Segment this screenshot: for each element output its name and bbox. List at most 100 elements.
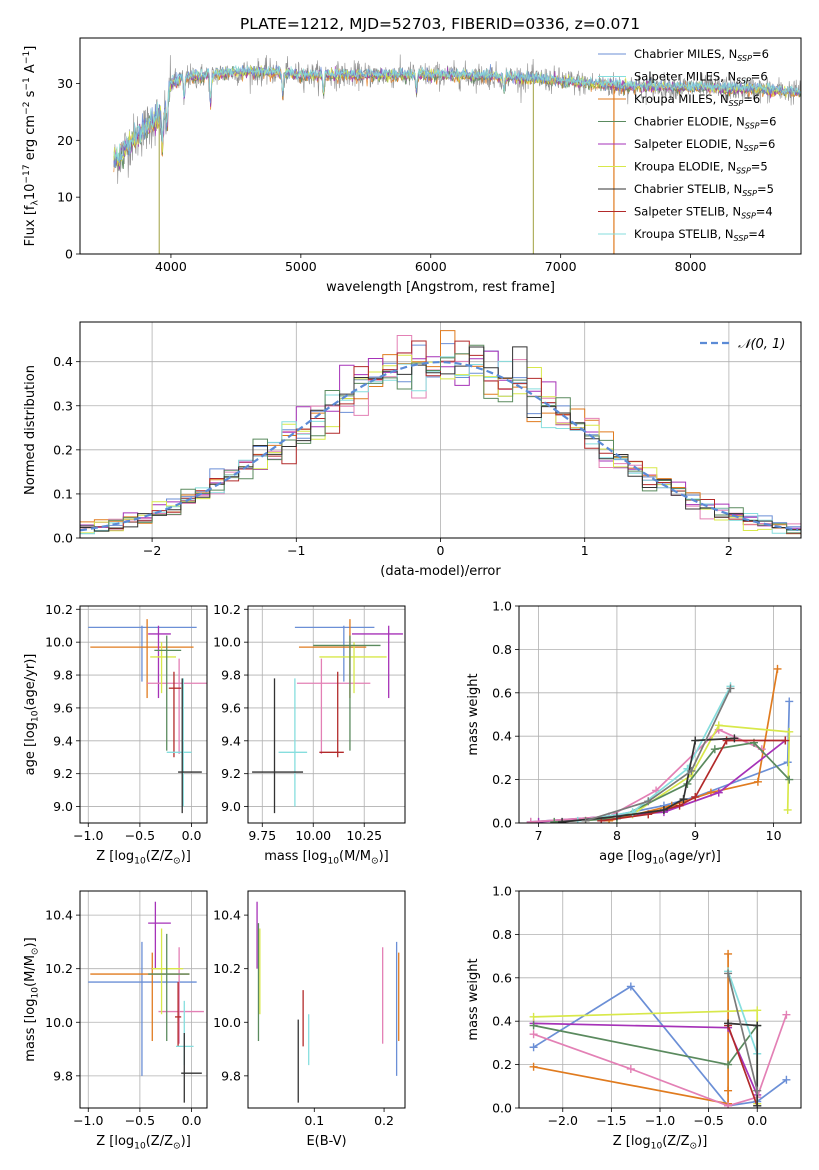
x-axis-label: Z [log10(Z/Z⊙)]: [96, 1134, 191, 1152]
x-tick-label: 0.0: [182, 828, 202, 843]
plot-area-age-vs-mass: [252, 619, 403, 814]
x-tick-label: −1.0: [73, 828, 103, 843]
plot-area-spectrum: [113, 54, 801, 254]
mass-weight-marker: [724, 1086, 733, 1095]
axes-frame: [518, 605, 802, 824]
legend-entry: Chabrier STELIB, NSSP=5: [634, 182, 774, 198]
y-tick-label: 10.0: [45, 1015, 73, 1030]
axes-frame: [247, 605, 406, 824]
mass-weight-marker: [581, 816, 590, 823]
y-axis-label: Normed distribution: [23, 365, 38, 495]
y-tick-label: 9.2: [221, 766, 241, 781]
mass-weight-series: [601, 739, 786, 822]
legend-entry: Kroupa MILES, NSSP=6: [634, 92, 760, 108]
legend-entry: Chabrier MILES, NSSP=6: [634, 47, 769, 63]
y-tick-label: 0.2: [492, 1057, 512, 1072]
mass-weight-marker: [753, 1021, 762, 1030]
x-tick-label: −2.0: [548, 1113, 578, 1128]
x-tick-label: 7000: [545, 259, 577, 274]
mass-weight-marker: [724, 969, 733, 978]
gaussian-curve: [80, 360, 799, 532]
mass-weight-marker: [722, 736, 731, 745]
y-tick-label: 9.0: [53, 799, 73, 814]
x-tick-label: 5000: [285, 259, 317, 274]
mass-weight-series: [727, 1025, 758, 1107]
errorbar-point: [152, 928, 184, 1015]
mass-weight-series: [530, 701, 791, 823]
errorbar-point: [296, 658, 371, 754]
y-tick-label: 10.0: [213, 1015, 241, 1030]
mass-weight-series: [562, 737, 735, 823]
y-tick-label: 0.0: [492, 816, 512, 831]
axes-mass-weight-vs-z: −2.0 −1.5 −1.0 −0.5 0.0 0.0 0.2 0.4 0.6 0.8 1.0 Z […: [466, 884, 802, 1152]
y-tick-label: 9.8: [221, 1068, 241, 1083]
plot-area-mass-weight-vs-z: [529, 949, 791, 1108]
y-tick-label: 10.2: [45, 961, 73, 976]
plot-area-mass-vs-z: [88, 901, 204, 1103]
x-tick-label: −0.5: [693, 1113, 723, 1128]
y-axis-label: mass weight: [466, 673, 481, 755]
legend-entry: Salpeter ELODIE, NSSP=6: [634, 137, 775, 153]
x-tick-label: 0.2: [374, 1113, 394, 1128]
y-tick-label: 0.6: [492, 685, 512, 700]
x-axis-label: wavelength [Angstrom, rest frame]: [326, 280, 555, 295]
errorbar-point: [148, 625, 171, 699]
mass-weight-marker: [753, 1086, 762, 1095]
errorbar-point: [181, 1032, 202, 1103]
mass-weight-marker: [529, 1043, 538, 1052]
y-tick-label: 9.0: [221, 799, 241, 814]
x-axis-label: (data-model)/error: [380, 564, 501, 579]
errorbar-point: [90, 619, 194, 699]
x-tick-label: −2: [143, 543, 161, 558]
x-tick-label: 10.25: [346, 828, 382, 843]
x-tick-label: 0: [437, 543, 445, 558]
axes-frame: [518, 890, 802, 1109]
mass-weight-marker: [753, 777, 762, 786]
y-tick-label: 0.2: [492, 772, 512, 787]
plot-area-age-vs-z: [88, 619, 207, 814]
errorbar-point: [148, 933, 190, 1042]
x-axis-label: Z [log10(Z/Z⊙)]: [613, 1134, 708, 1152]
errorbar-point: [147, 658, 207, 754]
y-tick-label: 1.0: [492, 884, 512, 899]
mass-weight-marker: [724, 1060, 733, 1069]
errorbar-point: [168, 671, 182, 758]
y-tick-label: 9.8: [53, 1068, 73, 1083]
figure-title: PLATE=1212, MJD=52703, FIBERID=0336, z=0…: [240, 15, 640, 33]
errorbar-point: [351, 625, 403, 699]
y-tick-label: 9.2: [53, 766, 73, 781]
mass-weight-marker: [724, 949, 733, 958]
errorbar-point: [88, 625, 197, 682]
axes-age-vs-z: −1.0 −0.5 0.0 9.0 9.2 9.4 9.6 9.8 10.0 10.2 Z [log…: [23, 602, 208, 867]
legend-entry: Kroupa STELIB, NSSP=4: [634, 227, 765, 243]
x-tick-label: 6000: [415, 259, 447, 274]
y-tick-label: 9.8: [53, 668, 73, 683]
y-tick-label: 9.4: [221, 733, 241, 748]
mass-weight-marker: [626, 1064, 635, 1073]
x-tick-label: −1: [287, 543, 305, 558]
mass-weight-marker: [710, 745, 719, 754]
x-tick-label: 0.0: [747, 1113, 767, 1128]
errorbar-point: [319, 671, 344, 758]
mass-weight-marker: [730, 734, 739, 743]
mass-weight-series: [585, 688, 732, 822]
mass-weight-marker: [675, 801, 684, 810]
mass-weight-marker: [753, 1101, 762, 1108]
axes-frame: [79, 890, 208, 1109]
x-tick-label: 0.1: [304, 1113, 324, 1128]
mass-weight-marker: [782, 1010, 791, 1019]
residual-legend: 𝒩(0, 1): [700, 337, 785, 352]
axes-spectrum: 4000 5000 6000 7000 8000 0 10 20 30 wavelength [A…: [22, 37, 802, 295]
axes-age-vs-mass: 9.75 10.00 10.25 9.0 9.2 9.4 9.6 9.8 10.0 10.2 mas…: [213, 602, 406, 867]
mass-weight-marker: [724, 1019, 733, 1028]
y-axis-label: mass [log10(M/M⊙)]: [23, 937, 41, 1061]
axes-frame: [247, 890, 406, 1109]
axes-mass-vs-z: −1.0 −0.5 0.0 9.8 10.0 10.2 10.4 Z [log10(Z/Z⊙)…: [23, 890, 208, 1152]
x-tick-label: 9.75: [248, 828, 276, 843]
y-tick-label: 0.3: [53, 398, 73, 413]
mass-weight-marker: [773, 664, 782, 673]
mass-weight-series: [727, 973, 759, 1091]
y-tick-label: 9.6: [53, 700, 73, 715]
y-tick-label: 10.4: [45, 908, 73, 923]
mass-weight-marker: [714, 788, 723, 797]
